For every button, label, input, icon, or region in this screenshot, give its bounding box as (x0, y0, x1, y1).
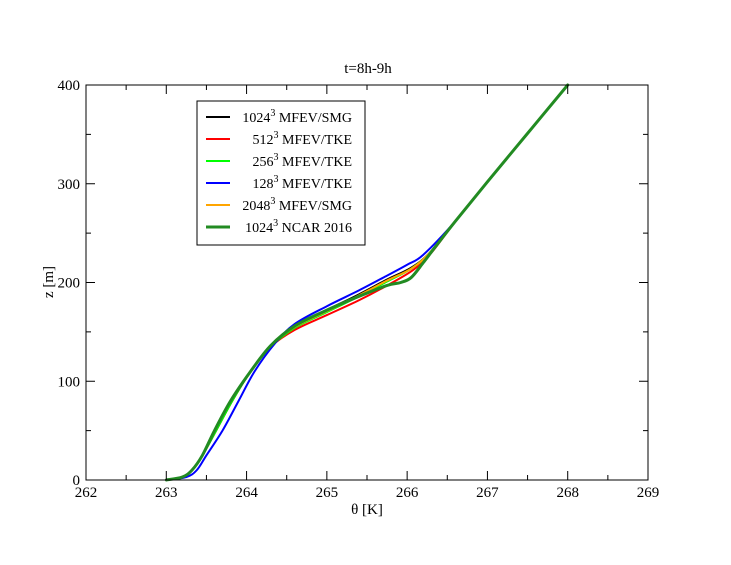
legend-label-superscript: 3 (274, 152, 279, 163)
legend-label-suffix: NCAR 2016 (278, 221, 352, 236)
legend-label-superscript: 3 (270, 108, 275, 119)
y-tick-label: 100 (58, 374, 81, 390)
x-axis-label: θ [K] (351, 502, 383, 518)
plot-lines (164, 83, 570, 482)
x-tick-label: 264 (235, 485, 258, 501)
legend-label-suffix: MFEV/SMG (275, 111, 352, 126)
legend-box (196, 100, 366, 246)
legend-label-superscript: 3 (274, 130, 279, 141)
y-tick-label: 400 (58, 78, 81, 94)
y-tick-label: 0 (73, 473, 81, 489)
legend-label-2: 2563 MFEV/TKE (253, 152, 353, 170)
legend-label-5: 10243 NCAR 2016 (245, 218, 352, 236)
legend-label-suffix: MFEV/TKE (279, 177, 353, 192)
x-tick-label: 269 (637, 485, 660, 501)
legend-label-3: 1283 MFEV/TKE (253, 174, 353, 192)
legend-label-number: 256 (253, 155, 274, 170)
legend-label-4: 20483 MFEV/SMG (242, 196, 352, 214)
legend-label-1: 5123 MFEV/TKE (253, 130, 353, 148)
legend-label-number: 2048 (242, 199, 270, 214)
legend-label-number: 1024 (242, 111, 270, 126)
legend-label-suffix: MFEV/SMG (275, 199, 352, 214)
legend-label-number: 512 (253, 133, 274, 148)
legend-label-superscript: 3 (274, 174, 279, 185)
x-tick-label: 268 (556, 485, 579, 501)
x-tick-label: 262 (75, 485, 98, 501)
y-tick-label: 300 (58, 177, 81, 193)
plot-frame (85, 84, 649, 481)
legend-label-suffix: MFEV/TKE (279, 155, 353, 170)
legend-label-superscript: 3 (273, 218, 278, 229)
axes: 262 263 264 265 266 267 268 269 0 100 200 300 400 (58, 78, 660, 501)
x-tick-label: 266 (396, 485, 419, 501)
y-axis-label: z [m] (41, 266, 57, 298)
legend-label-superscript: 3 (270, 196, 275, 207)
legend-label-0: 10243 MFEV/SMG (242, 108, 352, 126)
x-tick-label: 265 (316, 485, 339, 501)
legend-label-suffix: MFEV/TKE (279, 133, 353, 148)
chart-title: t=8h-9h (344, 61, 392, 77)
legend-label-number: 1024 (245, 221, 273, 236)
x-tick-label: 267 (476, 485, 499, 501)
y-tick-label: 200 (58, 276, 81, 292)
x-tick-label: 263 (155, 485, 178, 501)
series-line-5 (164, 83, 570, 482)
legend-label-number: 128 (253, 177, 274, 192)
